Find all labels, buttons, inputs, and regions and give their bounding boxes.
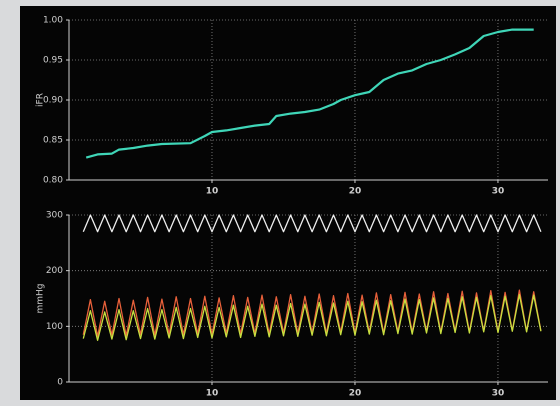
y-tick-label: 0.85 [43, 136, 63, 146]
x-tick-label: 10 [206, 389, 219, 399]
y-tick-label: 0.90 [43, 96, 63, 106]
x-tick-label: 20 [349, 187, 362, 197]
x-tick-label: 10 [206, 187, 219, 197]
y-tick-label: 100 [46, 322, 63, 332]
x-tick-label: 20 [349, 389, 362, 399]
monitor: 0.80 0.85 0.90 0.95 1.00 10 20 30 iFR 0 100 200 300 1… [0, 0, 560, 406]
y-tick-label: 300 [46, 211, 63, 221]
x-tick-label: 30 [492, 389, 505, 399]
y-tick-label: 0.80 [43, 176, 63, 186]
x-tick-label: 30 [492, 187, 505, 197]
y-tick-label: 0 [57, 378, 63, 388]
y-tick-label: 200 [46, 266, 63, 276]
y-tick-label: 0.95 [43, 56, 63, 66]
y-axis-label: mmHg [36, 283, 46, 313]
y-axis-label: iFR [36, 93, 46, 107]
page: {"chart_data": [ {"type": "line", "ylabe… [0, 0, 560, 406]
screen [20, 6, 556, 400]
y-tick-label: 1.00 [43, 16, 63, 26]
